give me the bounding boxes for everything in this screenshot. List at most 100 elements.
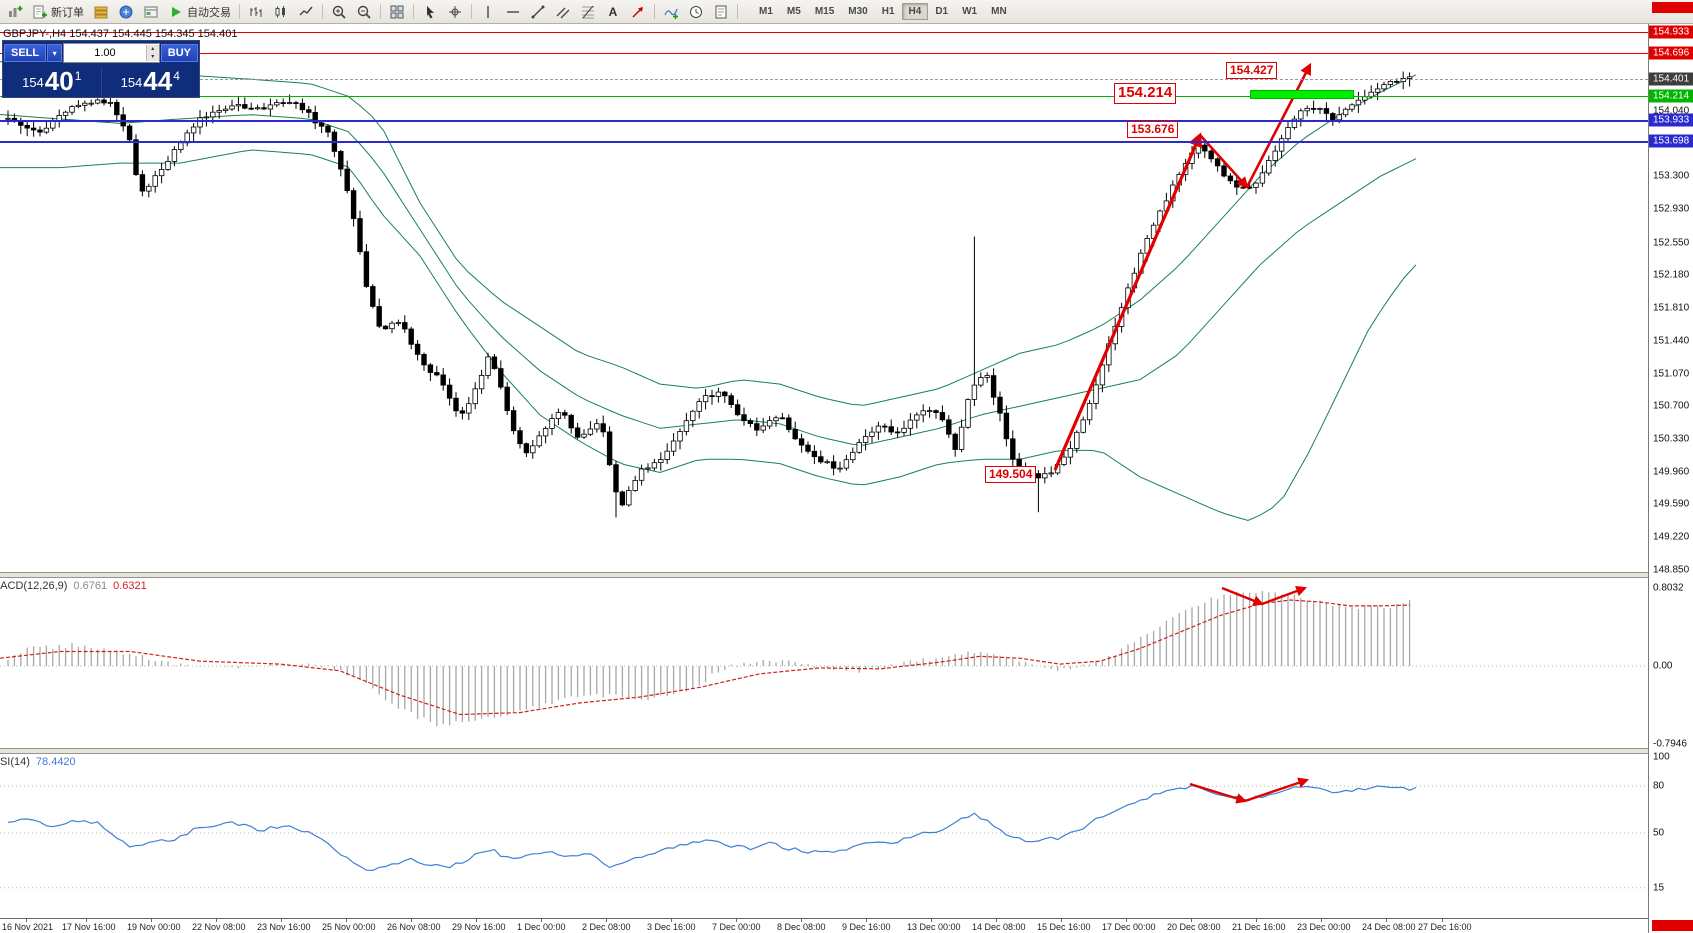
terminal-button[interactable] (139, 2, 163, 22)
zoom-in-button[interactable] (327, 2, 351, 22)
timeframe-h1-button[interactable]: H1 (875, 3, 902, 20)
trend-arrow[interactable] (1261, 585, 1308, 606)
channel-button[interactable] (551, 2, 575, 22)
price-chart-canvas[interactable] (0, 24, 1648, 572)
candle-body (1349, 104, 1355, 110)
tile-windows-button[interactable] (385, 2, 409, 22)
candle-body (1342, 108, 1349, 116)
time-axis[interactable]: 16 Nov 2021 17 Nov 16:00 19 Nov 00:00 22 No… (0, 918, 1648, 933)
templates-button[interactable] (709, 2, 733, 22)
candle-body (1259, 172, 1266, 184)
sell-button[interactable]: SELL (4, 44, 47, 62)
time-axis-label: 26 Nov 08:00 (387, 922, 441, 932)
bar-chart-button[interactable] (244, 2, 268, 22)
candle-body (133, 139, 139, 176)
data-window-button[interactable] (114, 2, 138, 22)
indicators-button[interactable] (659, 2, 683, 22)
candle-body (210, 111, 216, 118)
candle-body (1067, 447, 1074, 458)
level-line-154.933[interactable] (0, 32, 1648, 33)
trend-arrow[interactable] (1189, 782, 1248, 804)
green-zone-highlight[interactable] (1250, 90, 1354, 99)
candle-chart-button[interactable] (269, 2, 293, 22)
time-axis-label: 19 Nov 00:00 (127, 922, 181, 932)
crosshair-button[interactable] (443, 2, 467, 22)
line-chart-button[interactable] (294, 2, 318, 22)
candle-body (1285, 127, 1291, 140)
auto-trading-button[interactable]: 自动交易 (164, 2, 235, 22)
vertical-line-button[interactable] (476, 2, 500, 22)
level-line-154.214[interactable] (0, 96, 1648, 97)
candle-body (261, 107, 267, 110)
timeframe-w1-button[interactable]: W1 (955, 3, 984, 20)
candle-body (1003, 412, 1010, 440)
candle-body (299, 102, 306, 111)
line-icon (299, 6, 313, 15)
timeframe-m5-button[interactable]: M5 (780, 3, 808, 20)
chart-area[interactable]: 154.427 154.214 153.676 149.504 GBPJPY-,H4 … (0, 24, 1648, 933)
price-annotation[interactable]: 154.427 (1226, 62, 1278, 79)
volume-up-button[interactable]: ▴ (146, 45, 159, 53)
panel-separator-rsi[interactable] (0, 748, 1648, 754)
market-watch-button[interactable] (89, 2, 113, 22)
candle-body (1086, 403, 1093, 421)
timeframe-mn-button[interactable]: MN (984, 3, 1014, 20)
time-axis-label: 17 Nov 16:00 (62, 922, 116, 932)
candle-body (850, 451, 856, 461)
price-axis[interactable]: 154.040 153.300 152.930 152.550 152.180 151.8… (1648, 24, 1693, 933)
candle-body (126, 125, 133, 141)
timeframe-m15-button[interactable]: M15 (808, 3, 841, 20)
volume-input[interactable] (64, 45, 146, 61)
candle-body (5, 117, 11, 120)
level-line-153.698[interactable] (0, 141, 1648, 143)
rsi-panel[interactable] (0, 754, 1648, 918)
level-line-153.933[interactable] (0, 120, 1648, 122)
trend-arrow[interactable] (1245, 62, 1312, 188)
cursor-icon (427, 5, 434, 18)
trendline-button[interactable] (526, 2, 550, 22)
cursor-button[interactable] (418, 2, 442, 22)
candle-body (632, 479, 638, 491)
time-tick (411, 919, 412, 922)
candle-body (1387, 81, 1394, 86)
candle-body (1298, 110, 1304, 120)
arrows-tool-button[interactable] (626, 2, 650, 22)
candle-body (523, 443, 530, 454)
candle-body (427, 364, 434, 373)
price-annotation[interactable]: 153.676 (1127, 121, 1179, 138)
macd-panel[interactable] (0, 578, 1648, 748)
volume-dropdown[interactable]: ▾ (47, 44, 63, 62)
new-order-button[interactable]: 新订单 (28, 2, 88, 22)
candle-body (1099, 364, 1106, 386)
price-annotation[interactable]: 154.214 (1114, 83, 1177, 104)
candle-body (811, 450, 818, 458)
rsi-line (7, 784, 1417, 872)
fibonacci-button[interactable] (576, 2, 600, 22)
timeframe-m1-button[interactable]: M1 (752, 3, 780, 20)
level-line-154.696[interactable] (0, 53, 1648, 54)
trend-arrow[interactable] (1221, 586, 1265, 606)
candle-body (459, 410, 466, 414)
trend-arrow[interactable] (1199, 134, 1249, 189)
text-tool-button[interactable]: A (601, 2, 625, 22)
time-axis-label: 14 Dec 08:00 (972, 922, 1026, 932)
ask-price: 154 44 4 (120, 66, 180, 96)
timeframe-h4-button[interactable]: H4 (901, 3, 929, 20)
candle-body (760, 425, 766, 431)
price-annotation[interactable]: 149.504 (985, 466, 1037, 483)
zoom-out-icon (357, 5, 371, 19)
auto-trading-button-label: 自动交易 (187, 6, 231, 19)
panel-separator-macd[interactable] (0, 572, 1648, 578)
level-line-154.401[interactable] (0, 79, 1648, 80)
horizontal-line-button[interactable] (501, 2, 525, 22)
timeframe-d1-button[interactable]: D1 (928, 3, 955, 20)
volume-down-button[interactable]: ▾ (146, 53, 159, 61)
zoom-out-button[interactable] (352, 2, 376, 22)
timeframe-m30-button[interactable]: M30 (841, 3, 874, 20)
periods-button[interactable] (684, 2, 708, 22)
buy-button[interactable]: BUY (160, 44, 198, 62)
candle-body (606, 431, 613, 466)
new-chart-button[interactable] (3, 2, 27, 22)
trend-arrow[interactable] (1053, 132, 1203, 471)
trend-arrow[interactable] (1244, 777, 1310, 803)
